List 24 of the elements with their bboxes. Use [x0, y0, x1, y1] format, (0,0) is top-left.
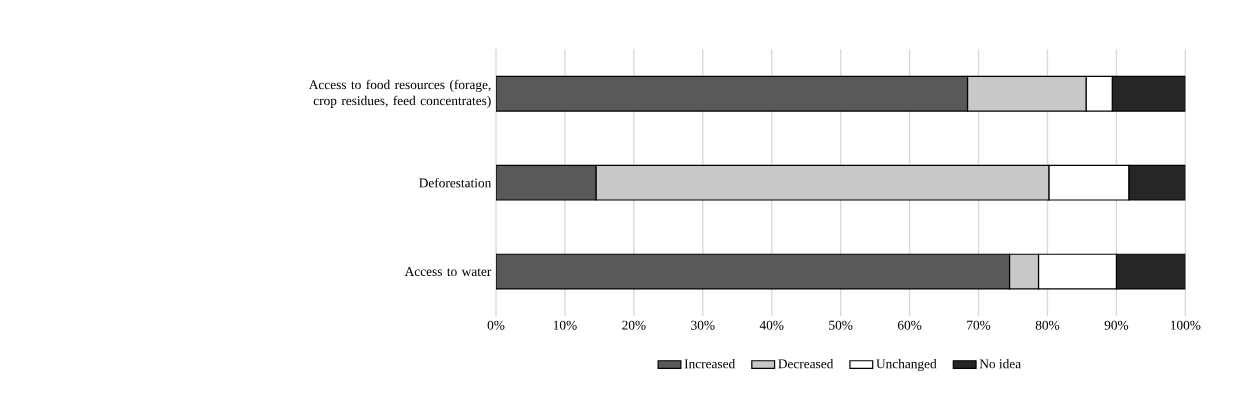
- x-tick-label: 70%: [967, 320, 991, 330]
- x-tick-label: 0%: [487, 320, 505, 330]
- x-tick-label: 50%: [829, 320, 853, 330]
- x-tick-label: 30%: [691, 320, 715, 330]
- y-tick-label: Access to water: [404, 267, 492, 277]
- legend-label: Decreased: [778, 358, 834, 369]
- bar: [1111, 75, 1186, 112]
- bar: [496, 164, 597, 201]
- legend-label: Increased: [684, 358, 736, 369]
- y-tick-label: Deforestation: [419, 177, 492, 188]
- x-tick-label: 10%: [553, 320, 577, 330]
- x-tick-label: 90%: [1104, 320, 1129, 330]
- y-tick-label: Access to food resources (forage, crop residues, feed concentrates): [308, 79, 491, 108]
- bar: [496, 253, 1011, 290]
- bar: [1128, 164, 1186, 201]
- x-tick-label: 100%: [1170, 320, 1201, 330]
- bar: [1115, 253, 1186, 290]
- legend-label: No idea: [979, 358, 1021, 369]
- x-tick-label: 40%: [759, 320, 784, 330]
- x-tick-label: 60%: [897, 320, 922, 330]
- x-tick-label: 20%: [622, 320, 646, 330]
- x-tick-label: 80%: [1035, 320, 1060, 330]
- bar: [496, 75, 969, 112]
- legend-label: Unchanged: [876, 358, 937, 372]
